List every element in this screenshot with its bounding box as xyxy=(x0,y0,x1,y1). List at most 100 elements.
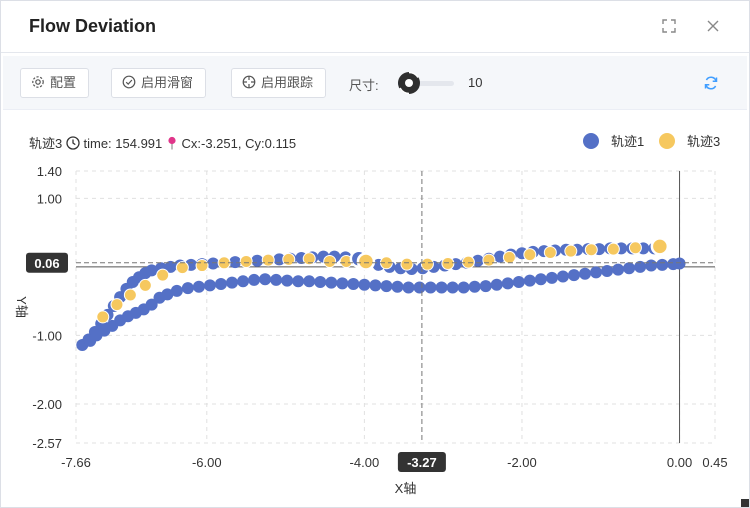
x-tick-label: 0.45 xyxy=(702,455,727,470)
tracking-label: 启用跟踪 xyxy=(261,75,314,90)
series2-point xyxy=(302,252,316,266)
series2-point xyxy=(420,257,434,271)
series2-point xyxy=(175,261,189,275)
y-tick-label: -1.00 xyxy=(32,328,62,343)
series1-point xyxy=(380,280,393,293)
tracking-button[interactable]: 启用跟踪 xyxy=(231,68,327,98)
deviation-scatter-chart[interactable]: -7.66 -6.00 -4.00 -2.00 0.00 0.45 1.40 1.00 -1.0… xyxy=(1,151,749,507)
legend-label-series1: 轨迹1 xyxy=(611,134,645,149)
x-tick-label: -6.00 xyxy=(192,455,222,470)
series1-point xyxy=(457,281,470,294)
series1-point xyxy=(567,269,580,282)
series2-point xyxy=(584,243,598,257)
y-axis-title: Y轴 xyxy=(14,296,29,318)
series2-point xyxy=(123,288,137,302)
size-label: 尺寸: xyxy=(349,78,379,93)
series1-point xyxy=(623,262,636,275)
clock-icon xyxy=(66,136,80,150)
series1-point xyxy=(490,278,503,291)
x-tick-label: -7.66 xyxy=(61,455,91,470)
size-value: 10 xyxy=(468,75,483,90)
series1-point xyxy=(164,260,177,273)
window-title: Flow Deviation xyxy=(29,16,157,36)
series1-point xyxy=(214,278,227,291)
legend-label-series2: 轨迹3 xyxy=(687,134,721,149)
y-pointer-label-bg xyxy=(26,252,68,273)
window-titlebar: Flow Deviation xyxy=(1,1,749,53)
refresh-icon[interactable] xyxy=(703,75,719,91)
info-coords: Cx:-3.251, Cy:0.115 xyxy=(181,136,297,151)
sliding-window-label: 启用滑窗 xyxy=(141,75,194,90)
size-slider-thumb[interactable] xyxy=(397,71,421,95)
x-axis-title: X轴 xyxy=(395,481,417,496)
series1-point xyxy=(226,276,239,289)
series2-point xyxy=(282,252,296,266)
series1-point xyxy=(207,257,220,270)
series2-point xyxy=(239,254,253,268)
series2-point xyxy=(461,255,475,269)
series1-point xyxy=(578,267,591,280)
config-label: 配置 xyxy=(50,75,77,90)
series1-point xyxy=(413,281,426,294)
close-icon[interactable] xyxy=(704,18,722,36)
series1-point xyxy=(634,260,647,273)
series1-point xyxy=(270,273,283,286)
series2-point xyxy=(96,310,110,324)
config-button[interactable]: 配置 xyxy=(20,68,90,98)
gear-icon xyxy=(32,76,44,88)
legend-item-series1[interactable]: 轨迹1 xyxy=(583,131,644,150)
series1-point xyxy=(181,282,194,295)
check-circle-icon xyxy=(122,75,136,89)
series1-point xyxy=(446,281,459,294)
series1-point xyxy=(336,277,349,290)
info-track: 轨迹3 xyxy=(29,136,63,151)
series1-point xyxy=(556,270,569,283)
x-pointer-label-bg xyxy=(397,452,446,472)
series1-point xyxy=(479,280,492,293)
fullscreen-icon[interactable] xyxy=(660,18,678,36)
series2-point xyxy=(441,256,455,270)
series2-point xyxy=(138,278,152,292)
series1-point xyxy=(656,258,669,271)
series2-point xyxy=(482,253,496,267)
y-tick-label: -2.57 xyxy=(32,436,62,451)
series1-point xyxy=(145,298,158,311)
series1-point xyxy=(612,263,625,276)
series1-point xyxy=(161,288,174,301)
series2-point xyxy=(400,257,414,271)
highlight-point-end xyxy=(650,237,670,256)
y-tick-label: 1.00 xyxy=(37,191,62,206)
series1-point xyxy=(468,280,481,293)
series1-point xyxy=(237,275,250,288)
series2-point xyxy=(195,259,209,273)
series1-point xyxy=(170,284,183,297)
x-tick-label: -2.00 xyxy=(507,455,537,470)
series1-point xyxy=(292,275,305,288)
crosshair-icon xyxy=(242,75,256,89)
series1-point xyxy=(325,276,338,289)
series2-point xyxy=(523,248,537,262)
series2-point xyxy=(628,241,642,255)
series1-point xyxy=(435,281,448,294)
x-tick-label: -4.00 xyxy=(350,455,380,470)
series2-point xyxy=(606,242,620,256)
series1-point xyxy=(645,259,658,272)
series2-point xyxy=(543,246,557,260)
series1-point xyxy=(590,266,603,279)
y-pointer-label: 0.06 xyxy=(34,256,59,271)
resize-handle[interactable] xyxy=(741,499,749,507)
sliding-window-button[interactable]: 启用滑窗 xyxy=(111,68,207,98)
series2-point xyxy=(110,298,124,312)
series1-point xyxy=(358,278,371,291)
series1-point xyxy=(471,254,484,267)
x-tick-label: 0.00 xyxy=(667,455,692,470)
legend-item-series2[interactable]: 轨迹3 xyxy=(659,131,720,150)
series1-point xyxy=(203,279,216,292)
series1-point xyxy=(347,278,360,291)
series1-point xyxy=(303,275,316,288)
series1-point xyxy=(391,280,404,293)
toolbar: 配置 启用滑窗 启用跟踪 尺寸: 10 xyxy=(3,56,747,110)
series2-point xyxy=(261,253,275,267)
cursor-info: 轨迹3 time: 154.991 Cx:-3.251, Cy:0.115 xyxy=(29,133,296,152)
